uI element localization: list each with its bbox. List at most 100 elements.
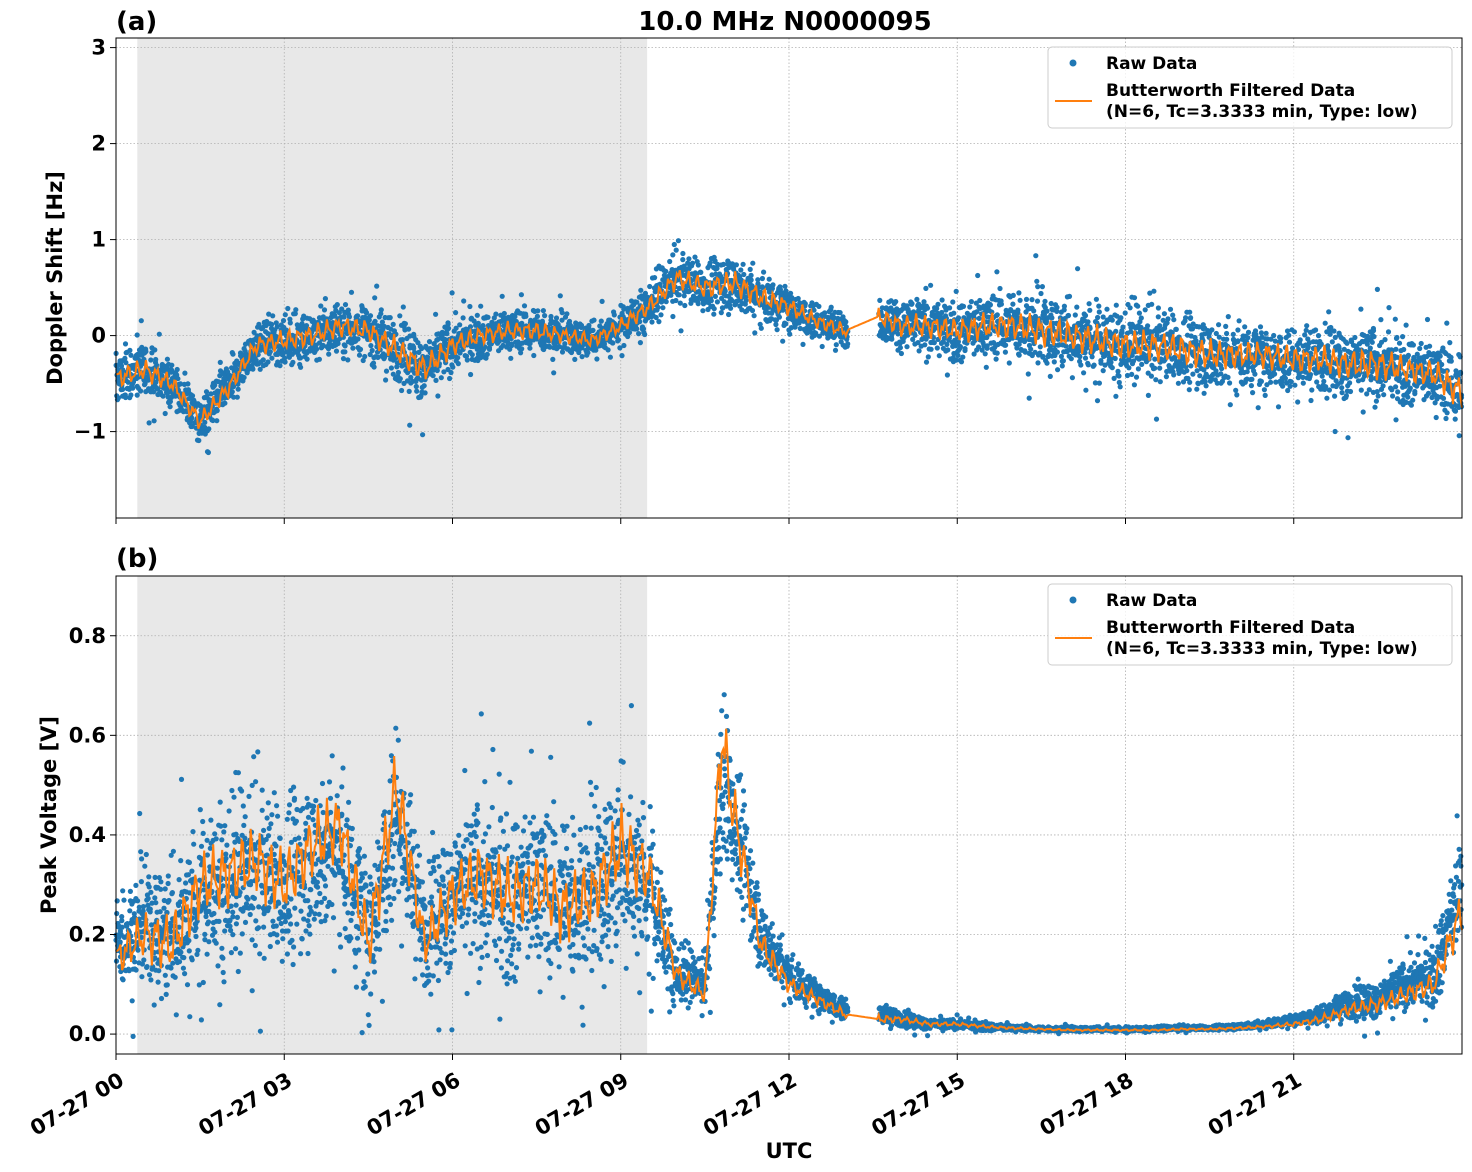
raw-data-point	[652, 275, 658, 281]
raw-data-point	[1313, 327, 1319, 333]
raw-data-point	[159, 372, 165, 378]
raw-data-point	[1235, 327, 1241, 333]
raw-data-point	[1077, 354, 1083, 360]
raw-data-point	[774, 327, 780, 333]
raw-data-point	[1157, 379, 1163, 385]
raw-data-point	[202, 424, 208, 430]
raw-data-point	[123, 394, 129, 401]
raw-data-point	[348, 289, 355, 295]
raw-data-point	[1033, 253, 1039, 259]
raw-data-point	[828, 304, 834, 310]
raw-data-point	[1135, 303, 1141, 309]
raw-data-point	[196, 437, 202, 444]
raw-data-point	[977, 297, 983, 304]
raw-data-point	[912, 332, 918, 338]
raw-data-point	[1016, 352, 1022, 358]
raw-data-point	[1173, 326, 1179, 332]
raw-data-point	[626, 329, 633, 336]
raw-data-point	[342, 343, 348, 349]
raw-data-point	[898, 350, 905, 357]
raw-data-point	[322, 296, 328, 302]
raw-data-point	[1131, 295, 1138, 301]
raw-data-point	[214, 418, 220, 424]
raw-data-point	[1152, 365, 1158, 371]
raw-data-point	[816, 303, 822, 309]
raw-data-point	[655, 304, 661, 310]
raw-data-point	[1407, 385, 1413, 391]
raw-data-point	[1286, 339, 1293, 345]
raw-data-point	[1300, 380, 1306, 386]
raw-data-point	[711, 306, 717, 312]
raw-data-point	[1307, 371, 1314, 378]
raw-data-point	[1343, 393, 1349, 399]
raw-data-point	[1295, 399, 1301, 405]
raw-data-point	[770, 282, 776, 288]
raw-data-point	[594, 356, 600, 362]
raw-data-point	[1224, 330, 1230, 337]
raw-data-point	[967, 304, 973, 310]
raw-data-point	[934, 345, 940, 351]
raw-data-point	[1393, 417, 1399, 423]
raw-data-point	[1175, 380, 1181, 386]
raw-data-point	[1373, 398, 1379, 404]
raw-data-point	[127, 347, 133, 353]
raw-data-point	[1261, 387, 1267, 393]
raw-data-point	[1025, 371, 1031, 377]
raw-data-point	[924, 305, 931, 311]
raw-data-point	[1081, 370, 1087, 376]
raw-data-point	[1113, 393, 1119, 399]
raw-data-point	[751, 313, 757, 319]
raw-data-point	[146, 420, 152, 426]
raw-data-point	[766, 276, 772, 282]
raw-data-point	[285, 305, 291, 312]
raw-data-point	[1002, 349, 1009, 355]
raw-data-point	[1029, 297, 1035, 303]
raw-data-point	[369, 347, 375, 354]
raw-data-point	[367, 313, 374, 319]
raw-data-point	[1405, 394, 1411, 400]
raw-data-point	[616, 337, 622, 343]
raw-data-point	[413, 383, 419, 390]
raw-data-point	[421, 383, 427, 389]
raw-data-point	[493, 311, 499, 317]
raw-data-point	[1078, 362, 1084, 368]
raw-data-point	[728, 305, 734, 311]
raw-data-point	[663, 268, 669, 274]
raw-data-point	[1069, 375, 1075, 381]
raw-data-point	[782, 283, 788, 289]
raw-data-point	[297, 355, 304, 361]
raw-data-point	[387, 315, 393, 321]
raw-data-point	[1318, 341, 1324, 347]
raw-data-point	[987, 302, 994, 308]
raw-data-point	[1257, 324, 1264, 330]
raw-data-point	[420, 432, 426, 438]
raw-data-point	[553, 315, 560, 321]
raw-data-point	[994, 269, 1000, 275]
raw-data-point	[383, 377, 389, 383]
raw-data-point	[689, 260, 696, 266]
raw-data-point	[1394, 334, 1400, 341]
raw-data-point	[776, 314, 783, 320]
raw-data-point	[535, 308, 541, 314]
raw-data-point	[138, 388, 144, 394]
raw-data-point	[1418, 340, 1424, 347]
raw-data-point	[164, 356, 170, 362]
raw-data-point	[335, 340, 341, 347]
raw-data-point	[318, 303, 324, 309]
raw-data-point	[1408, 402, 1414, 408]
raw-data-point	[678, 328, 684, 334]
raw-data-point	[670, 313, 676, 320]
raw-data-point	[975, 272, 981, 279]
raw-data-point	[758, 325, 764, 331]
raw-data-point	[534, 313, 541, 319]
raw-data-point	[468, 371, 474, 378]
raw-data-point	[1184, 368, 1190, 374]
raw-data-point	[1165, 316, 1171, 322]
raw-data-point	[282, 359, 288, 365]
raw-data-point	[752, 330, 758, 336]
raw-data-point	[673, 247, 679, 253]
raw-data-point	[1209, 327, 1215, 333]
raw-data-point	[923, 359, 930, 365]
raw-data-point	[1227, 402, 1233, 408]
raw-data-point	[167, 398, 173, 405]
